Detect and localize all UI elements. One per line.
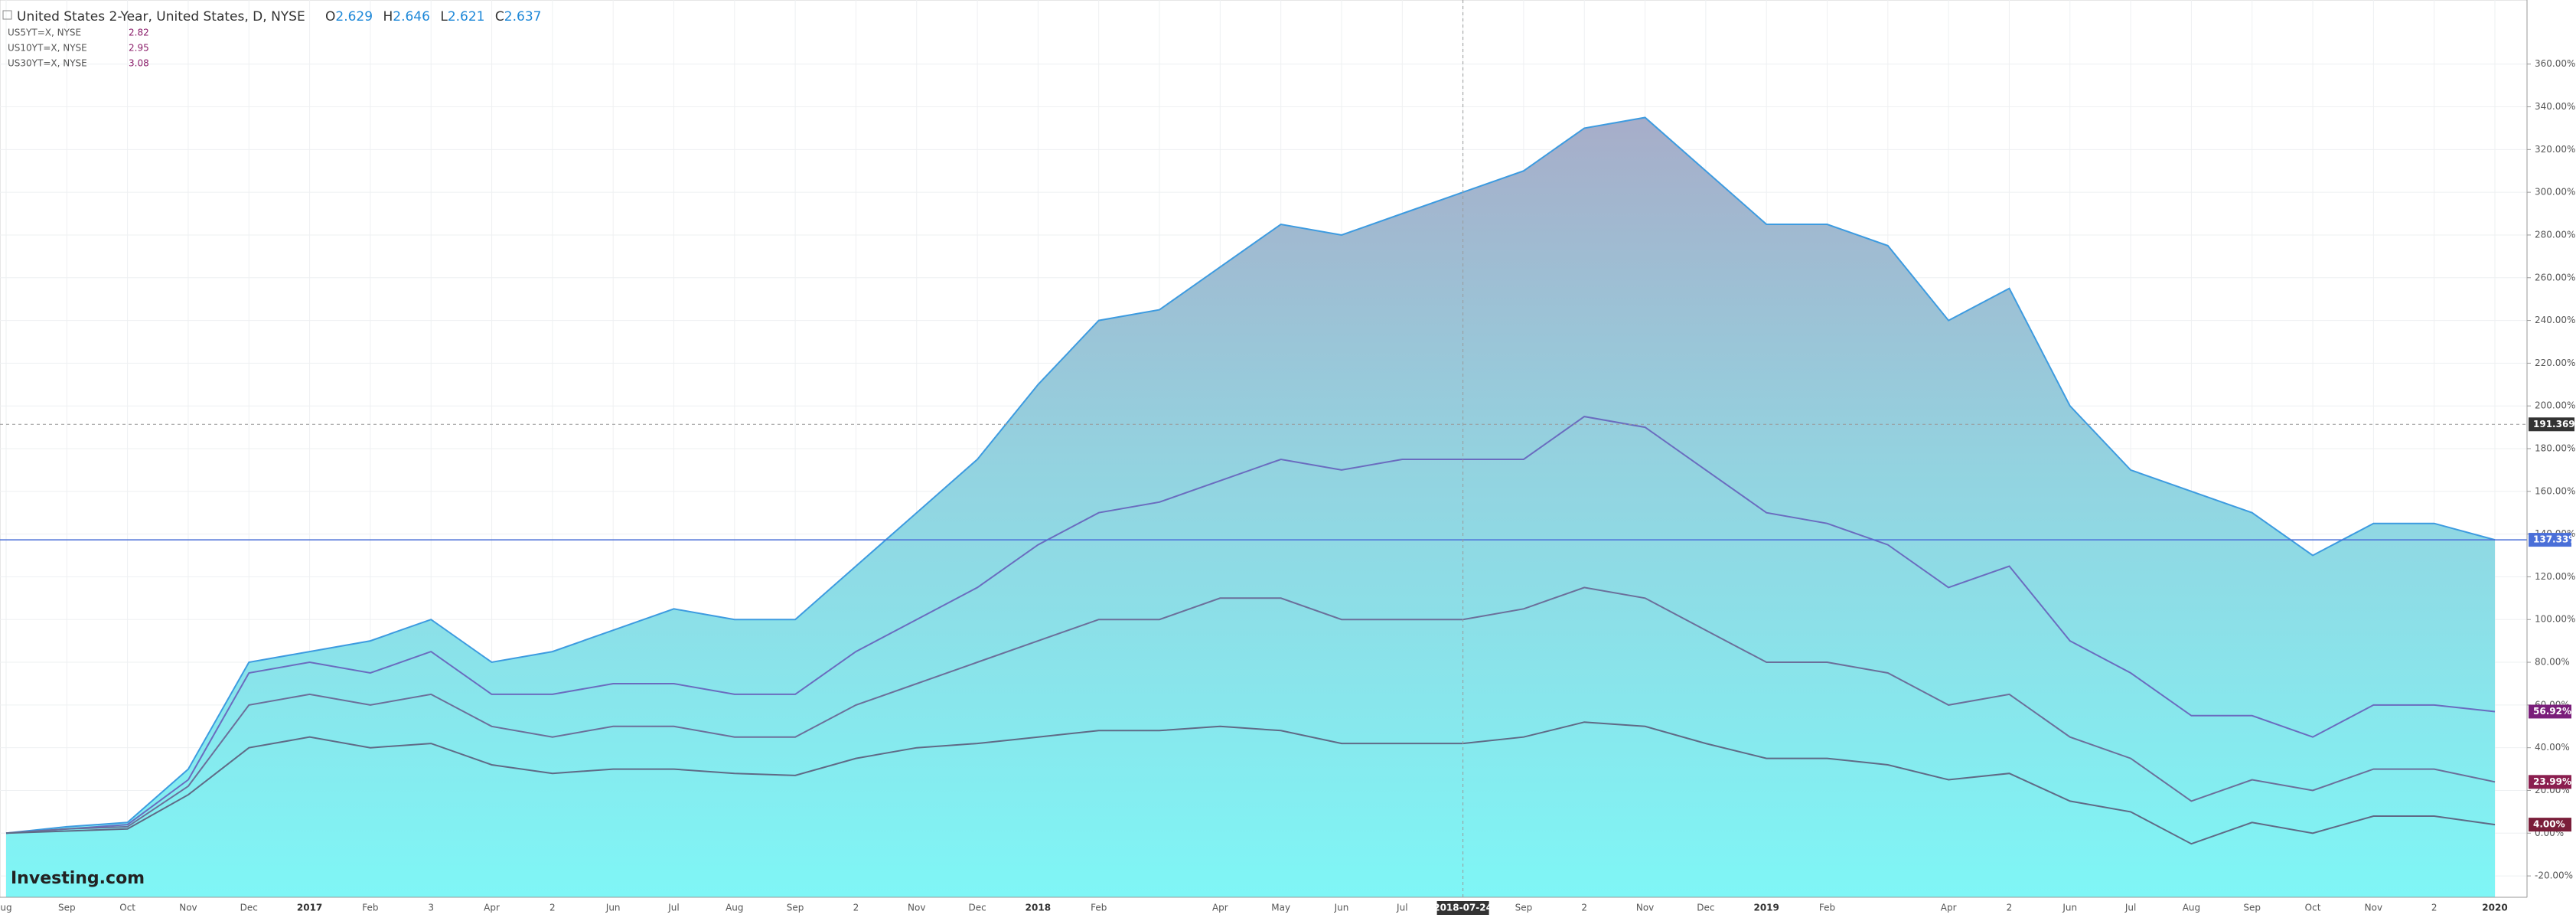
legend: United States 2-Year, United States, D, … [2, 9, 541, 69]
x-tick-label: Apr [484, 903, 500, 913]
x-tick-label: Oct [2305, 903, 2321, 913]
legend-value: 3.08 [129, 58, 149, 69]
x-tick-label: 2 [2007, 903, 2013, 913]
h-key: H [383, 9, 393, 24]
x-tick-label: Jul [667, 903, 679, 913]
y-tick-label: 180.00% [2535, 443, 2575, 454]
c-key: C [495, 9, 504, 24]
y-tick-label: 320.00% [2535, 144, 2575, 155]
y-tick-label: 260.00% [2535, 272, 2575, 283]
x-tick-label: Sep [58, 903, 76, 913]
y-tick-label: 360.00% [2535, 58, 2575, 69]
x-tick-label: Apr [1212, 903, 1228, 913]
legend-value: 2.82 [129, 28, 149, 38]
x-tick-label: 2020 [2482, 903, 2507, 913]
x-tick-label: Apr [1941, 903, 1957, 913]
x-tick-label: Dec [1697, 903, 1714, 913]
legend-value: 2.95 [129, 43, 149, 54]
y-tick-label: 100.00% [2535, 614, 2575, 625]
x-tick-label: 2017 [297, 903, 322, 913]
x-tick-label: Sep [1515, 903, 1533, 913]
y-tick-label: 300.00% [2535, 187, 2575, 198]
y-tick-label: 220.00% [2535, 358, 2575, 368]
price-flag-label: 4.00% [2533, 819, 2565, 830]
legend-name: US5YT=X, NYSE [8, 28, 81, 38]
y-tick-label: 120.00% [2535, 571, 2575, 582]
l-value: 2.621 [448, 9, 485, 24]
crosshair-y-box [2529, 417, 2574, 432]
x-tick-label: Aug [2183, 903, 2200, 913]
crosshair-x-box [1436, 901, 1489, 915]
price-flag [2529, 775, 2571, 789]
legend-name: US30YT=X, NYSE [8, 58, 87, 69]
x-tick-label: 3 [428, 903, 434, 913]
y-tick-label: 40.00% [2535, 742, 2570, 753]
x-tick-label: Oct [119, 903, 135, 913]
x-tick-label: Dec [968, 903, 986, 913]
l-key: L [440, 9, 448, 24]
price-flag-label: 56.92% [2533, 706, 2571, 717]
o-value: 2.629 [335, 9, 373, 24]
y-tick-label: 200.00% [2535, 400, 2575, 411]
y-tick-label: 340.00% [2535, 101, 2575, 112]
x-tick-label: May [1271, 903, 1290, 913]
o-key: O [325, 9, 335, 24]
x-tick-label: 2018 [1026, 903, 1051, 913]
plot [0, 0, 2527, 897]
x-tick-label: Jun [1334, 903, 1349, 913]
legend-main-name: United States 2-Year, United States, D, … [17, 9, 305, 24]
x-tick-label: Nov [908, 903, 925, 913]
x-tick-label: Jul [2124, 903, 2136, 913]
y-tick-label: 80.00% [2535, 657, 2570, 668]
price-flag-label: 23.99% [2533, 776, 2571, 787]
price-flag [2529, 818, 2571, 832]
x-tick-label: Jul [1396, 903, 1407, 913]
x-tick-label: Feb [1091, 903, 1107, 913]
x-tick-label: 2 [1581, 903, 1587, 913]
line [5, 416, 2496, 834]
collapse-icon[interactable] [2, 10, 12, 20]
x-tick-label: Feb [1819, 903, 1835, 913]
x-tick-label: Jun [2062, 903, 2077, 913]
y-tick-label: -20.00% [2535, 870, 2573, 881]
x-tick-label: Aug [726, 903, 743, 913]
x-tick-label: 2019 [1753, 903, 1779, 913]
h-value: 2.646 [393, 9, 430, 24]
x-tick-label: ug [0, 903, 11, 913]
x-tick-label: 2 [2431, 903, 2437, 913]
line [5, 586, 2496, 834]
price-flag [2529, 704, 2571, 719]
y-tick-label: 160.00% [2535, 485, 2575, 496]
y-tick-label: 280.00% [2535, 229, 2575, 240]
crosshair-x-label: 2018-07-24 [1433, 903, 1492, 913]
x-tick-label: Nov [2365, 903, 2382, 913]
y-tick-label: 240.00% [2535, 315, 2575, 325]
area [6, 117, 2495, 897]
x-tick-label: Jun [605, 903, 621, 913]
x-tick-label: Sep [787, 903, 804, 913]
legend-ohlc: O2.629 H2.646 L2.621 C2.637 [325, 9, 541, 24]
x-tick-label: Dec [240, 903, 258, 913]
logo: Investing.com [11, 869, 145, 888]
x-tick-label: Sep [2243, 903, 2261, 913]
crosshair-y-label: 191.369 [2533, 419, 2575, 429]
x-tick-label: Nov [179, 903, 197, 913]
x-tick-label: Feb [362, 903, 378, 913]
legend-name: US10YT=X, NYSE [8, 43, 87, 54]
price-flag [2529, 533, 2571, 547]
c-value: 2.637 [504, 9, 542, 24]
price-flag-label: 137.33% [2533, 534, 2576, 545]
x-tick-label: 2 [853, 903, 859, 913]
line [5, 721, 2496, 845]
x-tick-label: Nov [1636, 903, 1654, 913]
x-tick-label: 2 [549, 903, 556, 913]
line [5, 116, 2496, 834]
